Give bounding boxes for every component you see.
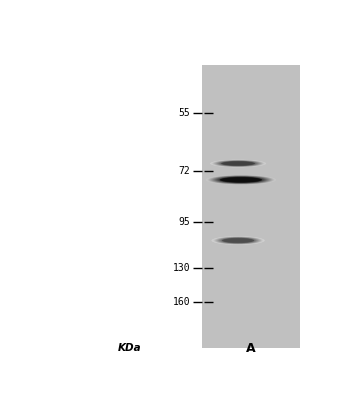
Ellipse shape [213, 236, 263, 244]
Ellipse shape [216, 237, 260, 244]
Ellipse shape [207, 175, 275, 185]
Ellipse shape [218, 161, 258, 166]
Ellipse shape [213, 176, 268, 184]
Ellipse shape [220, 161, 256, 166]
Bar [201, 65, 300, 348]
Text: 95: 95 [179, 217, 190, 227]
Ellipse shape [213, 236, 262, 244]
Text: 160: 160 [173, 297, 190, 307]
Ellipse shape [216, 176, 266, 183]
Text: A: A [246, 342, 256, 355]
Ellipse shape [212, 160, 265, 167]
Ellipse shape [216, 160, 260, 166]
Ellipse shape [215, 160, 261, 167]
Text: 55: 55 [179, 108, 190, 118]
Ellipse shape [210, 160, 266, 167]
Ellipse shape [222, 177, 260, 182]
Ellipse shape [217, 176, 264, 183]
Ellipse shape [208, 175, 274, 184]
Ellipse shape [222, 161, 254, 166]
Ellipse shape [217, 237, 259, 244]
Ellipse shape [219, 177, 264, 183]
Ellipse shape [209, 175, 273, 184]
Ellipse shape [218, 237, 258, 244]
Ellipse shape [213, 176, 269, 184]
Ellipse shape [221, 161, 255, 166]
Ellipse shape [221, 238, 255, 243]
Ellipse shape [215, 176, 267, 184]
Ellipse shape [217, 161, 259, 166]
Ellipse shape [222, 238, 254, 243]
Text: 130: 130 [173, 263, 190, 273]
Ellipse shape [223, 162, 253, 166]
Ellipse shape [206, 175, 276, 185]
Ellipse shape [214, 160, 262, 167]
Ellipse shape [211, 176, 271, 184]
Ellipse shape [212, 176, 270, 184]
Ellipse shape [220, 238, 257, 244]
Ellipse shape [221, 177, 260, 182]
Ellipse shape [211, 236, 265, 245]
Ellipse shape [210, 176, 272, 184]
Ellipse shape [214, 237, 262, 244]
Ellipse shape [221, 162, 255, 166]
Ellipse shape [222, 238, 254, 243]
Ellipse shape [213, 160, 263, 167]
Ellipse shape [220, 238, 256, 243]
Ellipse shape [215, 237, 261, 244]
Ellipse shape [211, 160, 265, 167]
Ellipse shape [219, 177, 262, 183]
Ellipse shape [217, 237, 260, 244]
Ellipse shape [212, 160, 264, 167]
Ellipse shape [223, 238, 254, 243]
Ellipse shape [220, 177, 261, 183]
Ellipse shape [219, 237, 257, 244]
Text: 72: 72 [179, 166, 190, 176]
Ellipse shape [216, 176, 265, 183]
Ellipse shape [219, 161, 258, 166]
Ellipse shape [219, 161, 257, 166]
Ellipse shape [223, 161, 254, 166]
Text: KDa: KDa [118, 343, 142, 353]
Ellipse shape [212, 236, 264, 245]
Ellipse shape [224, 238, 252, 243]
Ellipse shape [220, 177, 262, 182]
Ellipse shape [223, 238, 253, 243]
Ellipse shape [215, 160, 261, 167]
